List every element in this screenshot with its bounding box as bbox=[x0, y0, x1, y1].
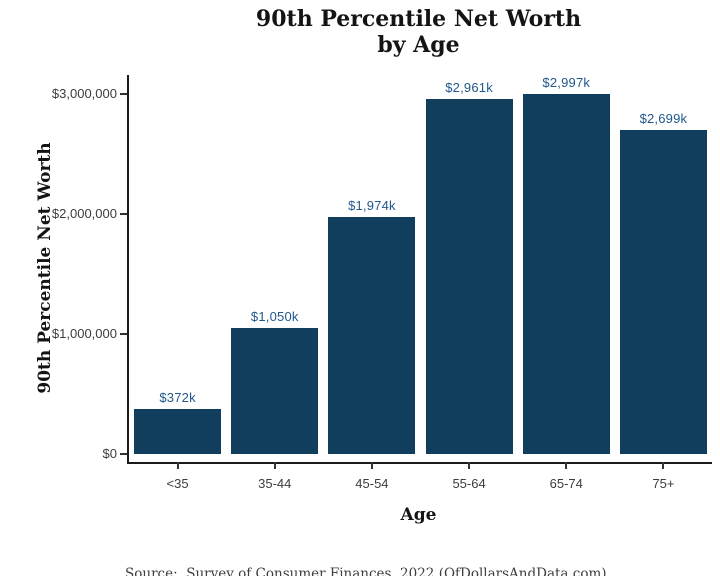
plot-area: $0 $1,000,000 $2,000,000 $3,000,000 $372k <35… bbox=[52, 75, 712, 491]
bar-<35 bbox=[134, 409, 222, 454]
x-axis-title: Age bbox=[400, 505, 437, 525]
chart-title-line-1: 90th Percentile Net Worth bbox=[255, 6, 582, 32]
x-axis-tick-label-35-44: 35-44 bbox=[258, 476, 292, 491]
y-axis-tick-0 bbox=[120, 453, 127, 455]
bar-55-64 bbox=[425, 98, 513, 454]
y-axis-tick-3 bbox=[120, 93, 127, 95]
bar-value-label-45-54: $1,974k bbox=[348, 198, 396, 214]
x-axis-tick-35-44 bbox=[273, 462, 276, 469]
x-axis-tick-75+ bbox=[662, 462, 665, 469]
x-axis-tick-45-54 bbox=[370, 462, 373, 469]
x-axis-tick-label-75+: 75+ bbox=[652, 476, 675, 491]
y-axis-title: 90th Percentile Net Worth bbox=[35, 142, 55, 394]
bar-65-74 bbox=[522, 94, 610, 454]
x-axis-tick-<35 bbox=[176, 462, 179, 469]
chart-title: 90th Percentile Net Worth by Age bbox=[127, 6, 710, 58]
bar-value-label-75+: $2,699k bbox=[639, 111, 688, 127]
footer: Source: Survey of Consumer Finances, 202… bbox=[125, 534, 715, 576]
bar-35-44 bbox=[231, 328, 319, 454]
y-axis-tick-2 bbox=[120, 213, 127, 215]
bar-45-54 bbox=[328, 217, 416, 454]
bar-value-label-35-44: $1,050k bbox=[250, 309, 299, 324]
y-axis-tick-label-0: $0 bbox=[102, 446, 117, 461]
bar-value-label-<35: $372k bbox=[159, 390, 196, 406]
y-axis-tick-1 bbox=[120, 333, 127, 335]
chart-title-line-2: by Age bbox=[377, 32, 460, 58]
x-axis-tick-55-64 bbox=[468, 462, 471, 469]
source-note: Source: Survey of Consumer Finances, 202… bbox=[125, 566, 607, 576]
x-axis-tick-label-<35: <35 bbox=[166, 476, 189, 491]
x-axis-tick-label-45-54: 45-54 bbox=[355, 476, 389, 491]
x-axis-tick-label-65-74: 65-74 bbox=[549, 476, 583, 491]
y-axis-tick-label-2: $2,000,000 bbox=[51, 206, 117, 221]
bar-75+ bbox=[619, 130, 707, 454]
y-axis-tick-label-3: $3,000,000 bbox=[51, 86, 117, 101]
bar-value-label-55-64: $2,961k bbox=[445, 79, 493, 95]
y-axis-tick-label-1: $1,000,000 bbox=[51, 326, 117, 341]
x-axis-tick-65-74 bbox=[565, 462, 568, 469]
bar-value-label-65-74: $2,997k bbox=[542, 75, 591, 91]
x-axis-tick-label-55-64: 55-64 bbox=[452, 476, 486, 491]
